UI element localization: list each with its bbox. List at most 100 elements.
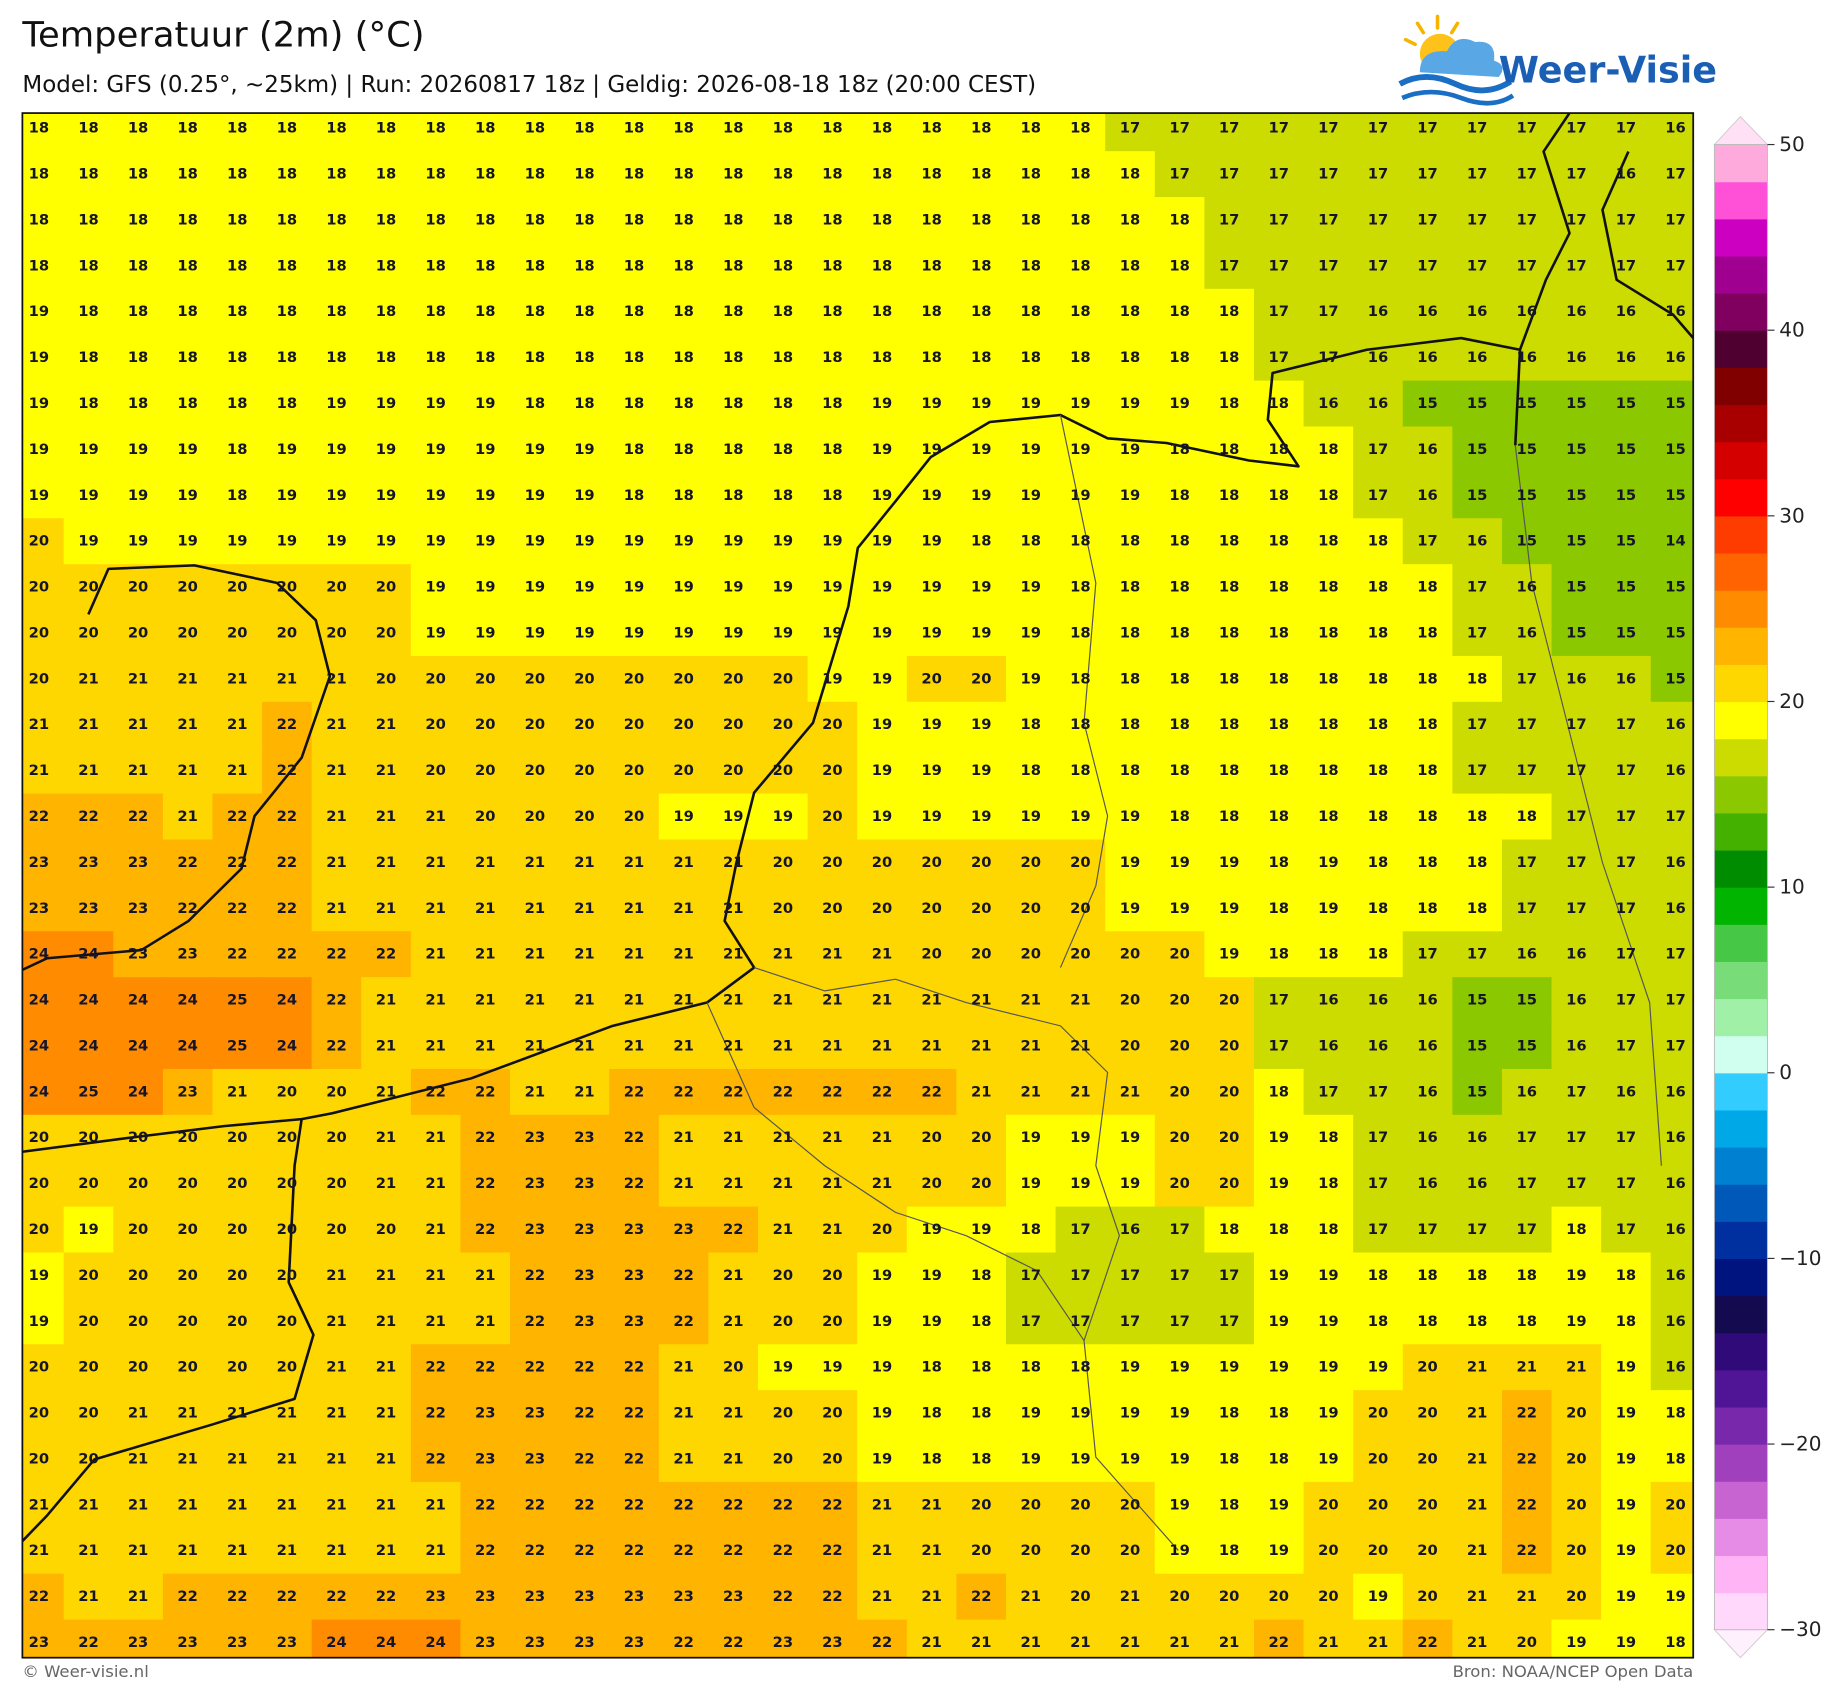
- temperature-cell: [807, 747, 858, 795]
- temperature-label: 21: [128, 670, 148, 687]
- temperature-label: 19: [574, 533, 594, 550]
- temperature-cell: [1105, 1527, 1156, 1575]
- temperature-label: 22: [277, 762, 297, 779]
- temperature-cell: [1650, 1527, 1694, 1575]
- temperature-cell: [262, 288, 313, 336]
- temperature-cell: [708, 1436, 759, 1483]
- temperature-cell: [311, 1573, 362, 1621]
- temperature-cell: [113, 1068, 164, 1116]
- temperature-cell: [1551, 1068, 1602, 1116]
- temperature-label: 22: [376, 1588, 396, 1605]
- temperature-label: 19: [1318, 1451, 1338, 1468]
- temperature-label: 15: [1616, 533, 1636, 550]
- temperature-cell: [510, 197, 561, 244]
- temperature-label: 19: [1120, 395, 1140, 412]
- temperature-label: 18: [78, 257, 98, 274]
- temperature-cell: [162, 1114, 214, 1162]
- temperature-cell: [758, 1068, 809, 1116]
- temperature-cell: [162, 701, 214, 749]
- temperature-cell: [658, 977, 710, 1024]
- temperature-cell: [311, 1436, 362, 1483]
- temperature-label: 17: [1269, 992, 1289, 1009]
- temperature-cell: [22, 839, 65, 887]
- temperature-label: 18: [1318, 1221, 1338, 1238]
- temperature-cell: [63, 380, 114, 428]
- temperature-label: 17: [1070, 1221, 1090, 1238]
- temperature-cell: [113, 793, 164, 841]
- temperature-cell: [1154, 1573, 1206, 1621]
- temperature-label: 18: [624, 441, 644, 458]
- temperature-cell: [262, 426, 313, 474]
- temperature-cell: [1204, 839, 1255, 887]
- temperature-label: 21: [525, 992, 545, 1009]
- temperature-label: 21: [822, 1221, 842, 1238]
- temperature-cell: [758, 839, 809, 887]
- temperature-label: 20: [1169, 1175, 1189, 1192]
- temperature-label: 18: [128, 120, 148, 137]
- temperature-label: 20: [822, 808, 842, 825]
- temperature-label: 20: [1169, 1129, 1189, 1146]
- temperature-cell: [22, 426, 65, 474]
- temperature-cell: [956, 334, 1007, 382]
- temperature-cell: [956, 197, 1007, 244]
- temperature-cell: [510, 1344, 561, 1391]
- temperature-cell: [1303, 931, 1354, 978]
- temperature-cell: [1005, 885, 1057, 932]
- temperature-label: 17: [1665, 946, 1685, 963]
- temperature-label: 18: [673, 212, 693, 229]
- temperature-label: 20: [574, 808, 594, 825]
- temperature-label: 18: [1269, 1405, 1289, 1422]
- temperature-label: 21: [921, 1038, 941, 1055]
- temperature-cell: [212, 1344, 263, 1391]
- temperature-cell: [1452, 1436, 1503, 1483]
- temperature-label: 18: [1070, 303, 1090, 320]
- temperature-label: 18: [1368, 1267, 1388, 1284]
- temperature-label: 19: [29, 1313, 49, 1330]
- temperature-label: 17: [1318, 1083, 1338, 1100]
- temperature-label: 17: [1616, 1129, 1636, 1146]
- temperature-cell: [1601, 1160, 1652, 1208]
- temperature-label: 21: [277, 1451, 297, 1468]
- temperature-cell: [311, 288, 362, 336]
- temperature-label: 14: [1665, 533, 1685, 550]
- temperature-cell: [162, 288, 214, 336]
- temperature-label: 22: [773, 1496, 793, 1513]
- temperature-cell: [1650, 1068, 1694, 1116]
- temperature-label: 21: [1318, 1634, 1338, 1651]
- temperature-label: 22: [971, 1588, 991, 1605]
- temperature-label: 22: [29, 808, 49, 825]
- temperature-label: 18: [277, 303, 297, 320]
- temperature-cell: [113, 288, 164, 336]
- temperature-cell: [510, 334, 561, 382]
- temperature-cell: [262, 655, 313, 703]
- temperature-label: 19: [723, 533, 743, 550]
- temperature-label: 18: [177, 349, 197, 366]
- temperature-label: 20: [921, 1175, 941, 1192]
- color-band: [1714, 1109, 1768, 1148]
- temperature-cell: [1501, 334, 1553, 382]
- temperature-cell: [708, 1390, 759, 1437]
- temperature-label: 18: [29, 212, 49, 229]
- temperature-cell: [262, 1481, 313, 1529]
- temperature-label: 21: [525, 900, 545, 917]
- temperature-label: 22: [326, 992, 346, 1009]
- temperature-cell: [262, 1023, 313, 1070]
- temperature-label: 18: [425, 120, 445, 137]
- temperature-cell: [361, 1573, 412, 1621]
- temperature-cell: [1452, 242, 1503, 290]
- temperature-label: 18: [971, 257, 991, 274]
- temperature-label: 18: [1169, 533, 1189, 550]
- temperature-cell: [510, 1619, 561, 1658]
- temperature-label: 20: [1566, 1588, 1586, 1605]
- temperature-label: 21: [177, 1405, 197, 1422]
- temperature-cell: [1551, 610, 1602, 657]
- temperature-label: 16: [1368, 1038, 1388, 1055]
- temperature-cell: [1204, 113, 1255, 152]
- temperature-label: 21: [376, 716, 396, 733]
- temperature-cell: [1005, 1023, 1057, 1070]
- temperature-cell: [609, 1160, 660, 1208]
- color-band: [1714, 590, 1768, 628]
- temperature-cell: [162, 1160, 214, 1208]
- temperature-cell: [262, 1160, 313, 1208]
- temperature-cell: [609, 747, 660, 795]
